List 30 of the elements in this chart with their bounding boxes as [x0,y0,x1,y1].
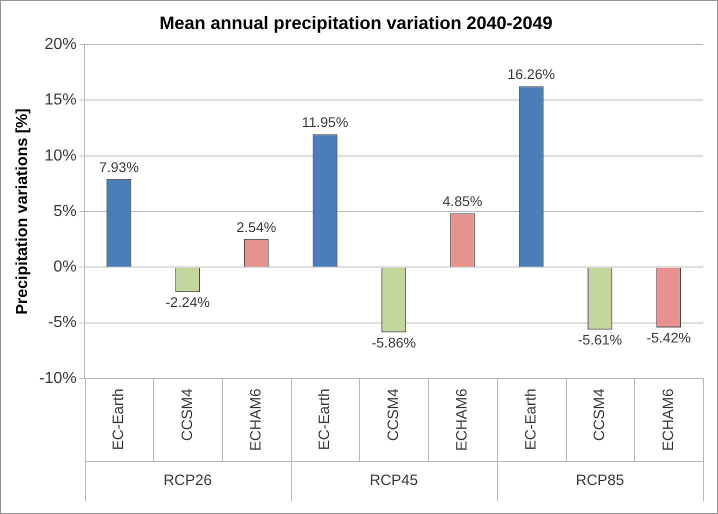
data-label: 7.93% [99,158,139,175]
x-tick-label: EC-Earth [522,388,540,450]
y-tick-label: 10% [44,147,77,164]
y-tick-label: 5% [53,202,77,220]
x-tick-label: EC-Earth [316,388,334,450]
data-label: 11.95% [302,114,348,130]
x-tick-label: ECHAM6 [454,388,471,452]
data-label: -5.61% [578,331,622,348]
y-tick-label: 20% [44,36,77,54]
y-tick-label: 15% [44,92,77,109]
y-tick-label: -5% [48,314,77,332]
chart-title: Mean annual precipitation variation 2040-2049 [159,12,553,33]
y-axis-title: Precipitation variations [%] [14,108,32,315]
data-label: -5.86% [372,334,416,350]
x-tick-label: CCSM4 [178,388,196,442]
data-label: -2.24% [165,294,210,310]
text: RCP26 [163,472,212,490]
x-tick-label: ECHAM6 [247,388,264,452]
data-label: 4.85% [442,193,482,210]
data-label: -5.42% [646,329,691,346]
data-label: 16.26% [507,66,555,82]
text: RCP85 [576,472,624,490]
x-tick-label: CCSM4 [591,388,608,442]
text: RCP45 [370,472,418,490]
x-tick-label: CCSM4 [384,388,402,442]
data-label: 2.54% [236,218,276,235]
y-tick-label: 0% [53,258,77,276]
y-tick-label: -10% [39,370,77,387]
x-tick-label: EC-Earth [110,388,128,450]
x-tick-label: ECHAM6 [660,388,677,452]
